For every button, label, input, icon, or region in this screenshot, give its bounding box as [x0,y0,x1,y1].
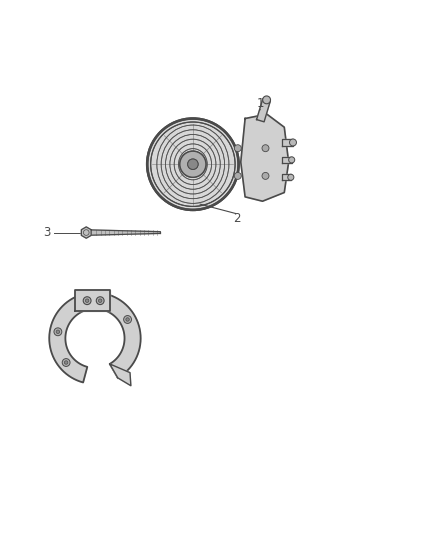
Circle shape [56,330,60,334]
Circle shape [96,297,104,304]
Circle shape [187,159,198,169]
Text: 1: 1 [257,97,264,110]
Text: 3: 3 [43,226,51,239]
Circle shape [62,359,70,366]
Circle shape [64,361,68,364]
Circle shape [234,145,241,152]
Polygon shape [241,114,289,201]
Circle shape [83,297,91,304]
Polygon shape [110,364,131,386]
Circle shape [288,174,294,180]
Circle shape [85,299,89,302]
Circle shape [126,318,129,321]
Circle shape [99,299,102,302]
Circle shape [147,118,239,210]
Polygon shape [282,174,291,180]
Circle shape [262,145,269,152]
Circle shape [54,328,62,336]
Circle shape [262,172,269,180]
Circle shape [234,172,241,180]
Circle shape [180,151,206,177]
Polygon shape [81,227,91,238]
Polygon shape [282,139,293,146]
Circle shape [263,96,271,104]
Polygon shape [257,99,270,122]
Polygon shape [92,230,160,235]
Polygon shape [282,157,292,163]
Circle shape [124,316,131,324]
Polygon shape [75,290,110,311]
Circle shape [187,159,198,169]
Circle shape [290,139,297,146]
Circle shape [289,157,295,163]
Circle shape [147,118,239,210]
Circle shape [180,151,206,177]
Text: 2: 2 [233,212,240,225]
Polygon shape [49,293,141,383]
